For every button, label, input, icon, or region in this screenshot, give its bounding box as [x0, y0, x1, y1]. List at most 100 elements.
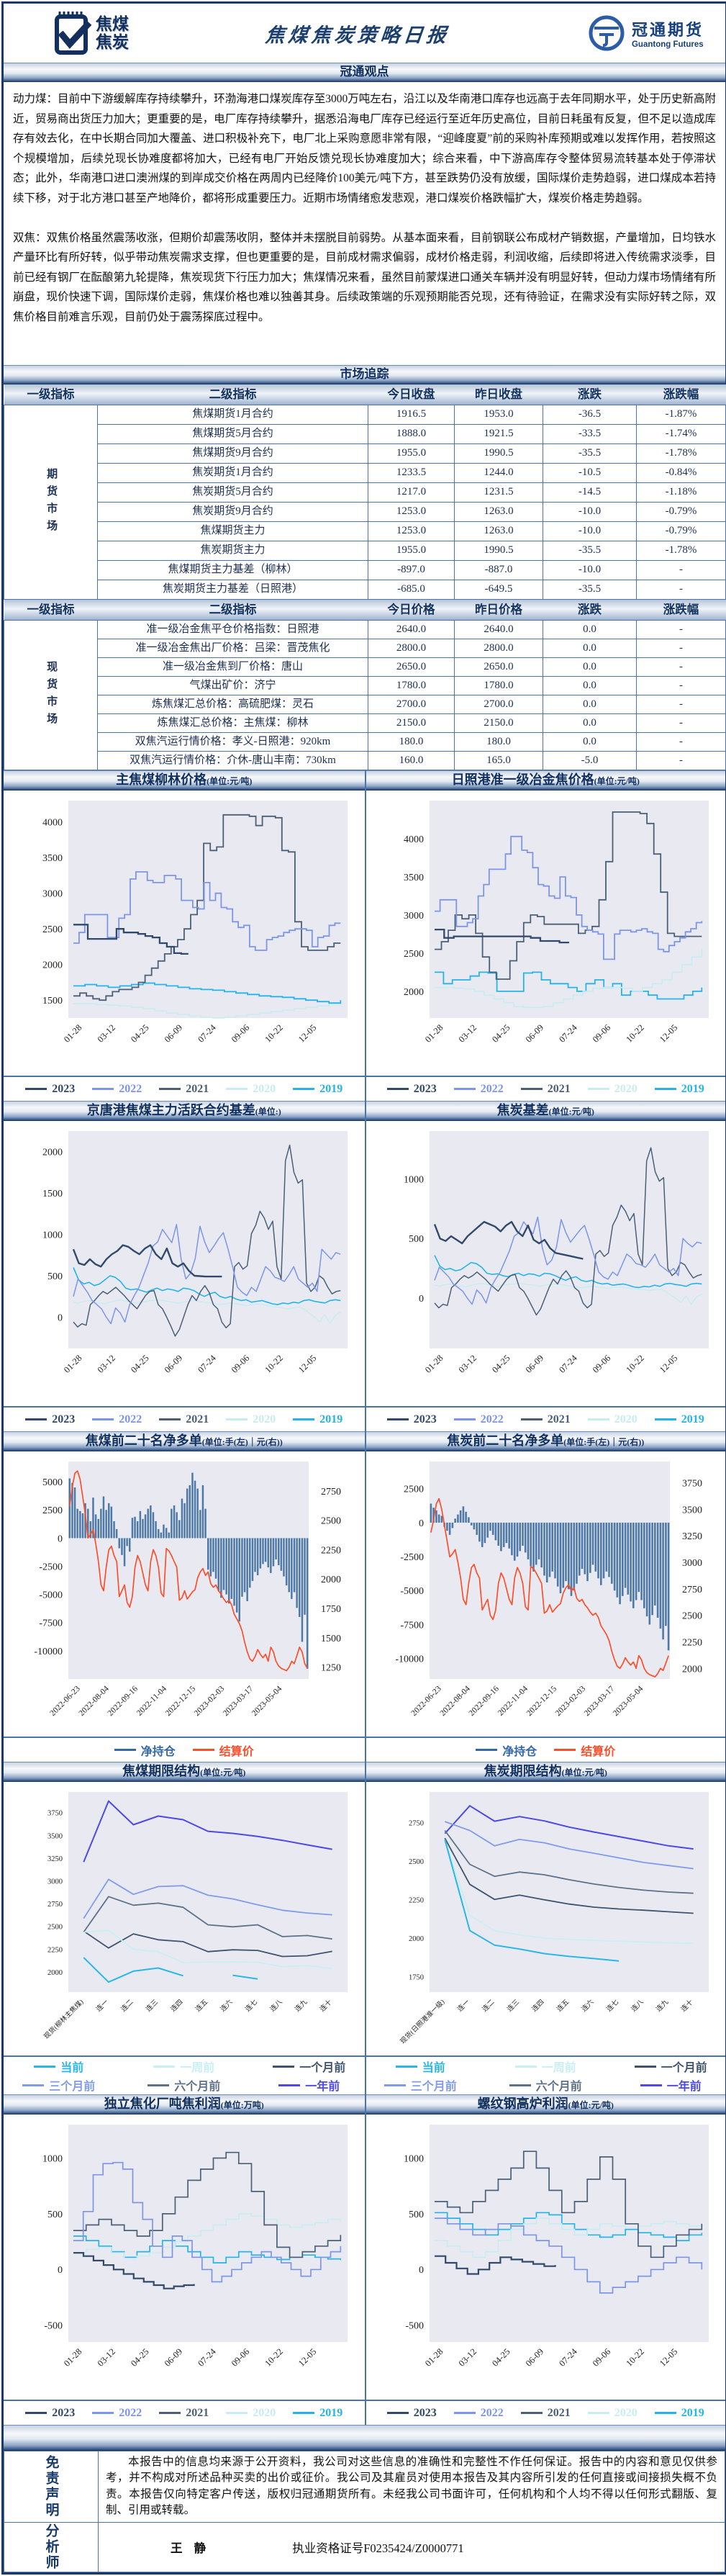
indicator-value: 0.0 — [543, 732, 637, 752]
svg-text:连八: 连八 — [630, 1997, 645, 2013]
legend-swatch — [34, 2065, 56, 2068]
svg-text:01-28: 01-28 — [62, 2346, 84, 2369]
legend-item: 2019 — [293, 1413, 342, 1426]
svg-text:03-12: 03-12 — [95, 1022, 117, 1045]
legend-swatch — [395, 2065, 417, 2068]
indicator-name: 气煤出矿价：济宁 — [97, 676, 368, 695]
indicator-value: 1253.0 — [368, 521, 455, 541]
legend-label: 一年前 — [305, 2081, 340, 2093]
svg-text:04-25: 04-25 — [129, 1353, 151, 1375]
svg-text:2022-09-16: 2022-09-16 — [106, 1684, 140, 1718]
svg-text:01-28: 01-28 — [62, 1353, 84, 1375]
legend-item: 一周前 — [130, 2058, 238, 2075]
indicator-value: -0.84% — [636, 463, 726, 483]
chart-title: 京唐港焦煤主力活跃合约基差(单位:) — [4, 1101, 365, 1121]
chart-row: 主焦煤柳林价格(单位:元/吨) 1500 2000 2500 3000 3500 4000 0… — [4, 770, 725, 1101]
legend-swatch — [293, 1088, 315, 1090]
indicator-value: -35.5 — [543, 580, 637, 600]
legend-item: 六个月前 — [130, 2076, 238, 2094]
spot-table-header: 一级指标 二级指标 今日价格 昨日价格 涨跌 涨跌幅 — [4, 600, 726, 621]
svg-text:连三: 连三 — [144, 1998, 160, 2014]
col-header: 二级指标 — [97, 384, 368, 405]
legend-swatch — [293, 2412, 315, 2414]
legend-item: 一周前 — [491, 2058, 599, 2075]
legend-item: 2023 — [386, 2407, 437, 2420]
indicator-value: -36.5 — [543, 405, 637, 425]
legend-swatch — [587, 1088, 609, 1090]
chart-title: 螺纹钢高炉利润(单位:元/吨) — [366, 2094, 725, 2115]
indicator-value: 2800.0 — [454, 639, 543, 658]
indicator-value: 1780.0 — [368, 676, 455, 695]
indicator-value: - — [636, 695, 726, 714]
svg-text:4000: 4000 — [404, 834, 424, 845]
chart-cell: 独立焦化厂吨焦利润(单位:万吨) 1000 500 0 -500 01-28 03-12 04… — [4, 2094, 365, 2425]
table-row: 焦炭期货主力 1955.0 1990.5 -35.5 -1.78% — [4, 541, 726, 561]
indicator-value: -10.0 — [543, 560, 637, 580]
legend-item: 一个月前 — [255, 2058, 363, 2075]
svg-text:2750: 2750 — [409, 1819, 424, 1827]
indicator-value: 0.0 — [543, 713, 637, 733]
indicator-value: 180.0 — [368, 732, 455, 752]
chart-canvas: 2000 2500 3000 3500 4000 01-28 03-12 04-25 06-09… — [366, 791, 725, 1076]
legend-label: 2021 — [547, 2406, 571, 2419]
svg-text:2500: 2500 — [47, 1924, 63, 1932]
legend-swatch — [273, 2065, 295, 2068]
chart-canvas: 2000 2250 2500 2750 3000 3250 3500 3750 现货(柳林主焦煤… — [4, 1782, 365, 2055]
legend-swatch — [153, 2065, 176, 2068]
svg-text:连四: 连四 — [530, 1998, 546, 2014]
indicator-value: - — [636, 620, 726, 639]
svg-text:1250: 1250 — [321, 1663, 341, 1674]
svg-text:2500: 2500 — [404, 1485, 424, 1495]
svg-text:3000: 3000 — [404, 911, 424, 922]
chart-row: 焦煤期限结构(单位:元/吨) 2000 2250 2500 2750 3000 3250 35… — [4, 1762, 725, 2094]
footer-table: 免责声明 本报告中的信息均来源于公开资料，我公司对这些信息的准确性和完整性不作任… — [4, 2451, 725, 2572]
legend-item: 净持仓 — [114, 1742, 176, 1759]
legend-swatch — [159, 2412, 181, 2414]
legend-swatch — [386, 2412, 409, 2414]
chart-legend: 当前 一周前 一个月前 三个月前 六个月前 一年前 — [366, 2055, 725, 2094]
svg-text:09-06: 09-06 — [230, 1022, 252, 1045]
analyst-row: 分析师 王 静 执业资格证号F0235424/Z0000771 — [4, 2521, 725, 2572]
svg-text:连七: 连七 — [605, 1997, 621, 2013]
indicator-value: -1.78% — [636, 443, 726, 464]
chart-title: 焦炭前二十名净多单(单位:手(左)｜元(右)) — [366, 1431, 725, 1451]
chart-legend: 2023 2022 2021 2020 2019 — [4, 1406, 365, 1431]
legend-item: 2022 — [453, 2407, 504, 2420]
legend-swatch — [22, 2084, 45, 2086]
left-logo: 焦煤 焦炭 — [54, 11, 129, 55]
svg-text:连六: 连六 — [218, 1997, 234, 2013]
svg-text:1000: 1000 — [404, 1174, 424, 1185]
chart-cell: 焦炭期限结构(单位:元/吨) 1750 2000 2250 2500 2750 现货(日照港… — [364, 1762, 725, 2094]
table-row: 炼焦煤汇总价格：主焦煤：柳林 2150.0 2150.0 0.0- — [4, 713, 726, 733]
svg-text:1500: 1500 — [321, 1634, 341, 1644]
svg-text:-7500: -7500 — [39, 1618, 63, 1629]
table-row: 准一级冶金焦到厂价格：唐山 2650.0 2650.0 0.0- — [4, 657, 726, 677]
legend-label: 2021 — [186, 1413, 209, 1426]
chart-canvas: 0 500 1000 1500 2000 01-28 03-12 04-25 06-09 07-2… — [4, 1121, 365, 1406]
svg-text:01-28: 01-28 — [423, 1353, 445, 1375]
legend-item: 当前 — [366, 2058, 474, 2075]
chart-cell: 焦炭基差(单位:元/吨) 0 500 1000 01-28 03-12 04-25 06-09… — [364, 1101, 725, 1431]
svg-text:-5000: -5000 — [39, 1590, 63, 1601]
section-banner-viewpoint: 冠通观点 — [4, 63, 725, 82]
svg-text:2500: 2500 — [404, 949, 424, 960]
legend-swatch — [386, 1088, 409, 1090]
indicator-value: 0.0 — [543, 695, 637, 714]
legend-item: 2022 — [92, 1083, 142, 1096]
table-row: 准一级冶金焦出厂价格：吕梁：晋茂焦化 2800.0 2800.0 0.0- — [4, 639, 726, 658]
indicator-value: -33.5 — [543, 424, 637, 444]
brand-name-en: Guantong Futures — [631, 40, 704, 49]
indicator-value: 2150.0 — [454, 713, 543, 733]
clipboard-check-icon — [55, 12, 91, 55]
svg-text:06-09: 06-09 — [524, 2346, 546, 2369]
svg-text:03-12: 03-12 — [457, 1022, 479, 1045]
legend-item: 2023 — [386, 1413, 437, 1426]
analyst-info: 王 静 执业资格证号F0235424/Z0000771 — [98, 2521, 725, 2572]
legend-label: 净持仓 — [502, 1745, 537, 1758]
svg-text:-5000: -5000 — [401, 1586, 425, 1597]
chart-canvas: 1000 500 0 -500 01-28 03-12 04-25 06-09 07-24 09-… — [366, 2115, 725, 2400]
svg-text:3250: 3250 — [682, 1531, 702, 1542]
indicator-value: 0.0 — [543, 676, 637, 695]
legend-swatch — [25, 1088, 47, 1090]
indicator-value: 160.0 — [368, 751, 455, 770]
